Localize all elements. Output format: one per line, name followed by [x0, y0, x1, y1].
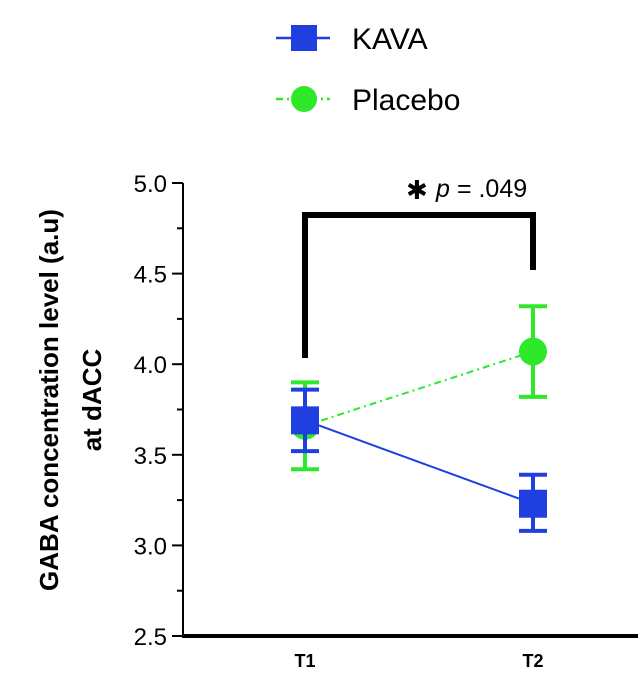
legend-item-placebo: Placebo [276, 84, 460, 117]
data-point-kava [291, 406, 319, 435]
legend: KAVA Placebo [276, 23, 460, 117]
data-point-kava [519, 489, 547, 518]
series-line-kava [304, 419, 534, 505]
plot-area [291, 304, 547, 533]
series-line-placebo [304, 350, 534, 427]
legend-kava-marker [291, 25, 317, 51]
axes: 2.5 3.0 3.5 4.0 4.5 5.0 T1 T2 [134, 171, 638, 671]
y-tick-label: 4.5 [134, 262, 167, 289]
y-axis-title-line-1: GABA concentration level (a.u) [34, 209, 64, 591]
legend-placebo-label: Placebo [352, 84, 460, 117]
p-value: = .049 [450, 175, 527, 203]
significance-star: ✱ [406, 176, 428, 206]
legend-kava-label: KAVA [352, 23, 428, 56]
y-tick-label: 5.0 [134, 171, 167, 198]
x-tick-label: T1 [294, 651, 315, 671]
bracket-line [302, 212, 536, 358]
legend-placebo-marker [291, 86, 317, 112]
p-label: p [435, 175, 450, 203]
series-kava [291, 387, 547, 533]
significance-bracket: ✱ p = .049 [302, 175, 536, 358]
x-tick-label: T2 [522, 651, 543, 671]
y-tick-label: 4.0 [134, 352, 167, 379]
y-axis-title: GABA concentration level (a.u) at dACC [34, 209, 107, 591]
y-axis-title-line-2: at dACC [77, 349, 107, 452]
y-tick-label: 3.5 [134, 443, 167, 470]
y-tick-label: 3.0 [134, 533, 167, 560]
y-tick-label: 2.5 [134, 624, 167, 651]
legend-item-kava: KAVA [276, 23, 428, 56]
series-placebo [291, 304, 547, 472]
data-point-placebo [519, 337, 547, 366]
